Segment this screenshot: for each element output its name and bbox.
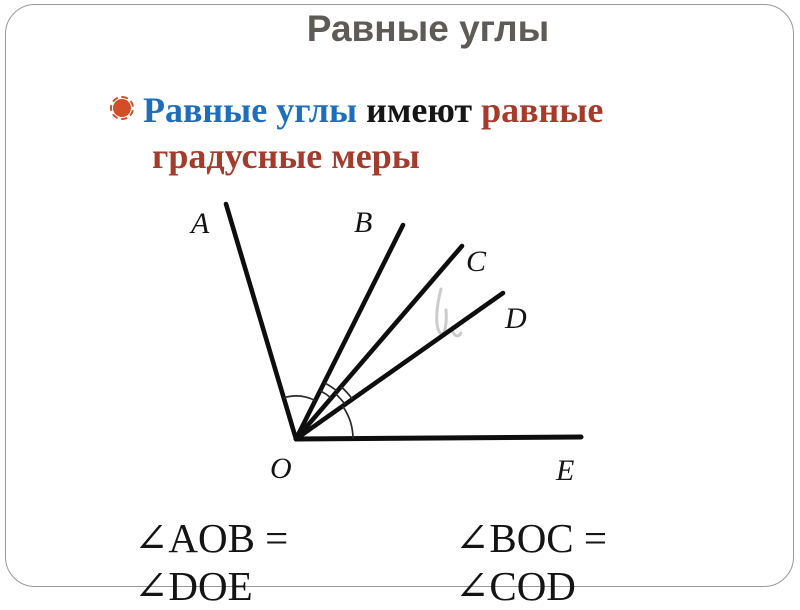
label-c: C — [466, 245, 487, 278]
equation-line: ∠AOB = — [134, 515, 289, 561]
ray-oe — [293, 434, 584, 442]
label-e: E — [555, 454, 574, 487]
equation-aob-doe: ∠AOB = ∠DOE — [134, 514, 288, 610]
page-title: Равные углы — [306, 8, 550, 49]
bullet-text-black: имеют — [366, 90, 482, 130]
ray-oa — [223, 201, 299, 442]
equation-line: ∠COD — [455, 563, 576, 609]
equation-line: ∠DOE — [134, 563, 253, 609]
bullet-circle-icon — [110, 96, 134, 120]
arc-doe — [341, 405, 354, 439]
arc-boc-2 — [323, 381, 338, 392]
label-b: B — [354, 206, 372, 239]
arc-cod-1 — [334, 392, 346, 405]
arc-boc-1 — [319, 389, 332, 399]
ray-oc — [293, 243, 465, 442]
arc-cod-2 — [340, 386, 354, 400]
slide-border — [5, 4, 794, 587]
label-a: A — [189, 207, 210, 240]
bullet-text-blue: Равные углы — [143, 90, 367, 130]
equation-boc-cod: ∠BOC = ∠COD — [455, 514, 607, 610]
bullet-item: Равные углы имеют равные градусные меры — [110, 87, 657, 179]
equation-line: ∠BOC = — [455, 515, 608, 561]
label-o: O — [270, 452, 292, 485]
label-d: D — [504, 302, 527, 335]
ray-ob — [293, 222, 406, 442]
ray-od — [293, 290, 506, 442]
arc-aob — [283, 395, 316, 402]
bullet-text-red: равные градусные меры — [152, 90, 613, 176]
